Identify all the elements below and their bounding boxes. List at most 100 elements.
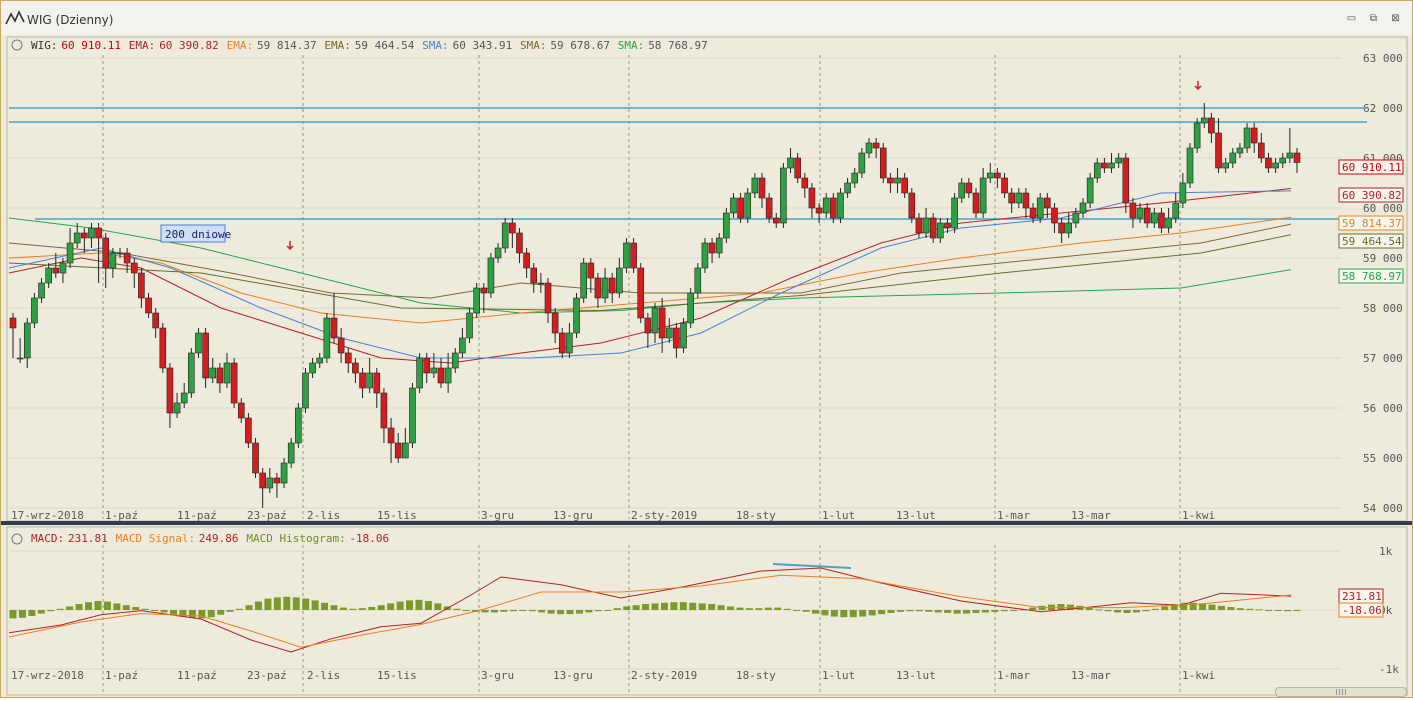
candle[interactable] [1151,212,1158,224]
candle[interactable] [673,327,680,349]
candle[interactable] [608,277,616,294]
candle[interactable] [466,312,473,339]
candle[interactable] [159,327,167,369]
candle[interactable] [865,142,873,154]
candle[interactable] [180,392,188,404]
candle[interactable] [16,357,24,360]
candle[interactable] [872,142,880,149]
candle[interactable] [45,267,52,284]
candle[interactable] [138,272,145,299]
candle[interactable] [687,292,694,324]
candle[interactable] [437,367,445,384]
candle[interactable] [1222,162,1229,169]
candle[interactable] [751,177,759,194]
candle[interactable] [152,312,159,329]
candle[interactable] [73,232,81,244]
candle[interactable] [31,297,38,324]
candle[interactable] [530,267,538,284]
candle[interactable] [195,332,202,354]
candle[interactable] [680,322,687,349]
restore-button[interactable]: ⧉ [1369,13,1378,24]
candle[interactable] [237,402,245,419]
candle[interactable] [416,357,423,389]
candle[interactable] [295,407,302,444]
candle[interactable] [230,362,238,404]
window-titlebar[interactable]: WIG (Dzienny) ▭ ⧉ ⊠ [1,1,1412,36]
candle[interactable] [730,197,737,214]
candle[interactable] [894,177,901,184]
close-button[interactable]: ⊠ [1391,13,1400,24]
candle[interactable] [52,267,60,274]
candle[interactable] [879,147,887,179]
scroll-grip-icon[interactable] [1336,689,1348,695]
candle[interactable] [837,192,844,219]
candle[interactable] [116,252,124,255]
candle[interactable] [644,317,652,334]
candle[interactable] [1072,212,1080,224]
candle[interactable] [908,192,916,219]
candle[interactable] [637,267,645,319]
candle[interactable] [630,242,637,269]
candle[interactable] [23,322,31,359]
candle[interactable] [252,442,259,474]
candle[interactable] [1079,202,1087,214]
candle[interactable] [402,442,409,459]
annotation-box[interactable] [160,224,226,243]
candle[interactable] [516,232,523,254]
candle[interactable] [473,287,480,314]
candle[interactable] [744,192,752,219]
candle[interactable] [316,357,324,364]
candle[interactable] [623,242,630,269]
candle[interactable] [887,177,894,184]
candle[interactable] [958,182,966,199]
candle[interactable] [423,357,431,374]
candle[interactable] [1058,222,1065,234]
candle[interactable] [223,362,231,384]
candle[interactable] [1008,192,1015,204]
candle[interactable] [787,157,794,169]
candle[interactable] [537,282,545,285]
candle[interactable] [587,262,595,279]
candle[interactable] [509,222,516,234]
candle[interactable] [81,232,88,239]
candle[interactable] [737,197,744,219]
horizontal-scrollbar[interactable] [1275,687,1407,697]
candle[interactable] [1286,152,1294,159]
candle[interactable] [1172,202,1180,219]
candle[interactable] [1101,162,1108,169]
candle[interactable] [616,267,623,294]
candle[interactable] [352,362,359,374]
candle[interactable] [9,317,17,329]
candle[interactable] [708,242,716,254]
candle[interactable] [701,242,709,269]
candle[interactable] [38,282,45,299]
candle[interactable] [216,367,224,384]
candle[interactable] [851,172,859,184]
candle[interactable] [780,167,787,224]
candle[interactable] [979,177,987,214]
candle[interactable] [937,222,944,239]
candle[interactable] [166,367,174,414]
candle[interactable] [544,282,552,314]
candle[interactable] [109,252,117,269]
candle[interactable] [1250,127,1258,144]
candle[interactable] [287,442,295,464]
candle[interactable] [95,227,102,239]
candle[interactable] [566,332,573,354]
candle[interactable] [1208,117,1215,134]
candle[interactable] [123,252,131,264]
candle[interactable] [501,222,509,249]
candle[interactable] [694,267,702,294]
candle[interactable] [188,352,195,394]
candle[interactable] [901,177,908,194]
candle[interactable] [330,317,338,339]
candle[interactable] [1186,147,1194,184]
candle[interactable] [523,252,530,269]
candle[interactable] [1036,197,1044,219]
candle[interactable] [808,187,816,209]
candle[interactable] [145,297,152,314]
candle[interactable] [558,332,566,354]
candle[interactable] [444,367,452,384]
panel-move-icon[interactable] [11,39,23,51]
candle[interactable] [373,372,381,394]
